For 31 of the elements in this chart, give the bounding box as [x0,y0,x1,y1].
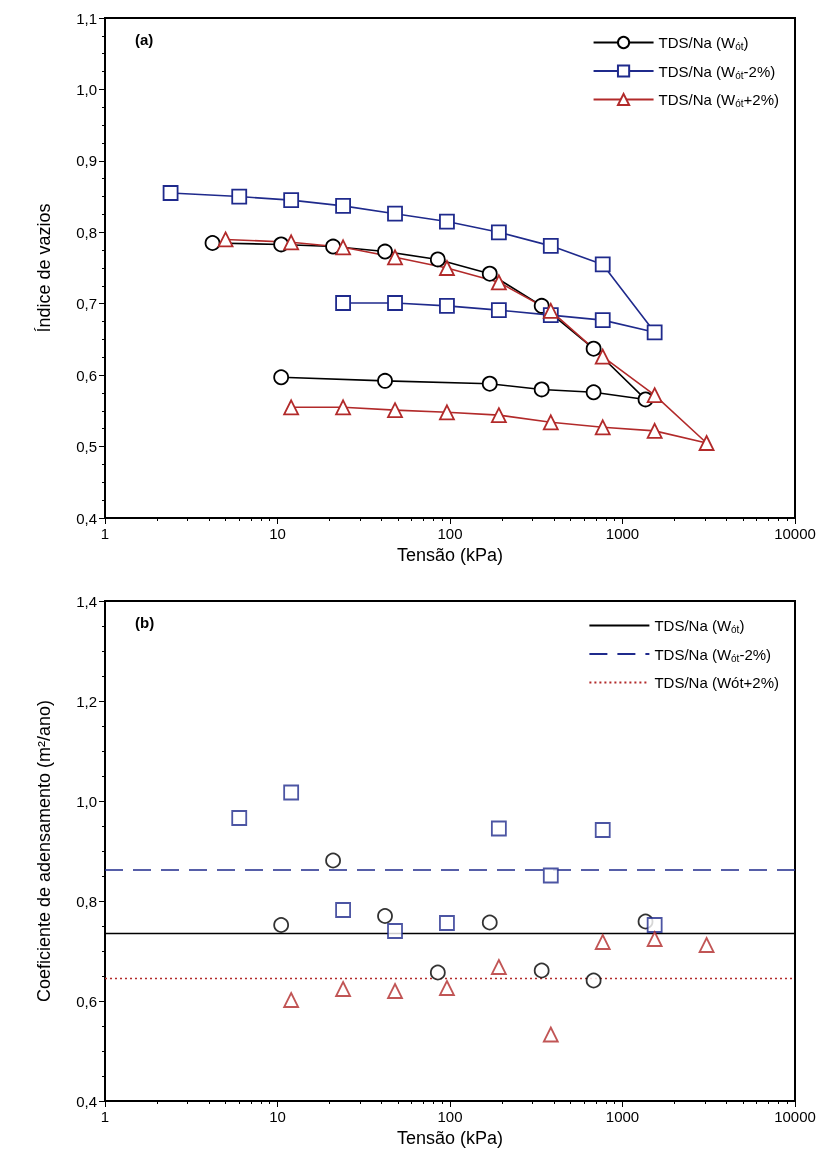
x-tick-label: 10 [269,1108,286,1125]
y-tick-label: 1,0 [76,792,97,810]
y-tick-label: 1,0 [76,80,97,98]
x-tick-label: 100 [437,1108,463,1125]
y-tick-label: 0,4 [76,1092,97,1110]
y-tick-label: 0,6 [76,992,97,1010]
y-tick-label: 0,4 [76,509,97,527]
y-tick-label: 0,7 [76,295,97,313]
annotation: (b) [135,614,155,631]
y-tick-label: 1,1 [76,9,97,27]
annotation: (a) [135,31,154,48]
y-tick-label: 0,9 [76,152,97,170]
x-axis-title: Tensão (kPa) [396,1128,504,1148]
x-axis-title: Tensão (kPa) [396,545,504,565]
x-tick-label: 10000 [774,1108,816,1125]
x-tick-label: 10 [269,525,286,542]
x-tick-label: 100 [437,525,463,542]
y-tick-label: 0,5 [76,438,97,456]
y-tick-label: 0,8 [76,892,97,910]
x-tick-label: 1 [100,525,110,542]
x-tick-label: 1000 [605,1108,640,1125]
x-tick-label: 10000 [774,525,816,542]
y-tick-label: 0,8 [76,223,97,241]
y-axis-title: Coeficiente de adensamento (m²/ano) [34,699,54,1003]
y-axis-title: Índice de vazios [34,203,54,333]
y-tick-label: 1,4 [76,592,97,610]
y-tick-label: 0,6 [76,366,97,384]
legend-label: TDS/Na (Wót+2%) [654,674,779,691]
x-tick-label: 1000 [605,525,640,542]
y-tick-label: 1,2 [76,692,97,710]
x-tick-label: 1 [100,1108,110,1125]
